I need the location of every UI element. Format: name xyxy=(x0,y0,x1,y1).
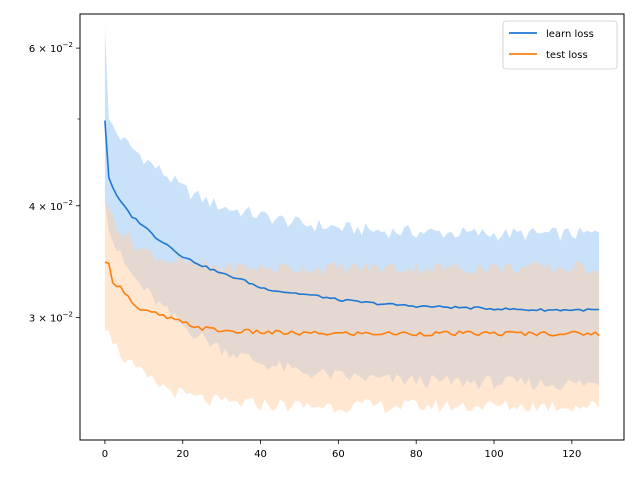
line-test-loss xyxy=(104,261,600,337)
y-tick-label: 4 × 10−2 xyxy=(29,199,73,213)
series-lines xyxy=(104,120,600,337)
x-tick-label: 60 xyxy=(332,449,345,460)
y-axis-ticks: 3 × 10−2 4 × 10−2 6 × 10−2 xyxy=(29,41,80,325)
x-tick-label: 40 xyxy=(254,449,267,460)
x-tick-label: 120 xyxy=(562,449,581,460)
legend: learn loss test loss xyxy=(502,20,618,70)
band-test-loss xyxy=(104,200,600,413)
y-tick-label: 6 × 10−2 xyxy=(29,41,73,55)
x-tick-label: 100 xyxy=(484,449,503,460)
confidence-bands xyxy=(104,26,600,413)
x-tick-label: 80 xyxy=(410,449,423,460)
x-axis-ticks: 0 20 40 60 80 100 120 xyxy=(102,440,581,460)
y-tick-label: 3 × 10−2 xyxy=(29,311,73,325)
legend-label-learn-loss: learn loss xyxy=(546,29,594,40)
x-tick-label: 0 xyxy=(102,449,108,460)
x-tick-label: 20 xyxy=(176,449,189,460)
axes-frame xyxy=(79,13,625,441)
line-learn-loss xyxy=(104,120,600,312)
legend-label-test-loss: test loss xyxy=(546,50,588,61)
